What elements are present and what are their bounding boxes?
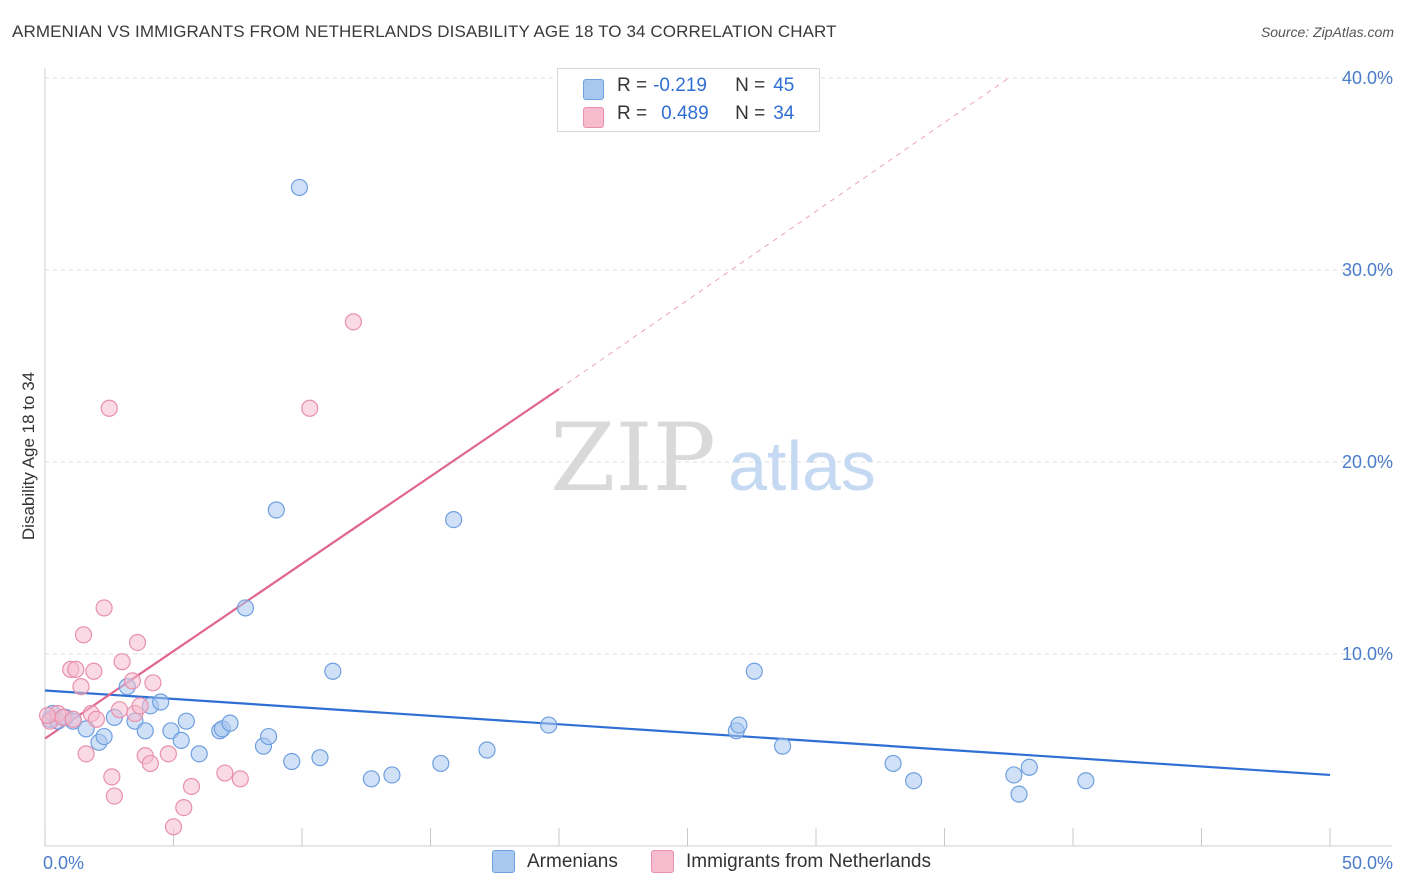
point-netherlands [74, 626, 93, 644]
point-armenians [745, 662, 763, 680]
point-armenians [259, 727, 278, 746]
y-tick-label: 20.0% [1342, 452, 1393, 472]
point-netherlands [216, 764, 234, 782]
chart-title: ARMENIAN VS IMMIGRANTS FROM NETHERLANDS … [12, 22, 837, 41]
source-credit: Source: ZipAtlas.com [1260, 24, 1394, 40]
series-legend-armenians: Armenians [492, 850, 618, 873]
series-legend-netherlands: Immigrants from Netherlands [651, 850, 931, 873]
point-armenians [172, 731, 190, 750]
axes [44, 68, 1392, 847]
point-netherlands [128, 633, 147, 652]
x-tick-label: 0.0% [43, 853, 84, 873]
gridlines [45, 77, 1392, 655]
point-armenians [773, 737, 792, 755]
point-armenians [432, 754, 450, 773]
point-armenians [190, 745, 208, 763]
point-armenians [884, 754, 902, 773]
y-tick-label: 10.0% [1342, 644, 1393, 664]
stats-legend: R = -0.219 N = 45 R = 0.489 N = 34 [557, 68, 820, 132]
legend-n-value: 45 [773, 75, 795, 96]
point-netherlands [182, 777, 201, 796]
point-netherlands [105, 787, 123, 805]
legend-swatch-blue [583, 78, 604, 100]
point-netherlands [131, 697, 149, 715]
x-tick-label: 50.0% [1342, 853, 1393, 873]
legend-n-value: 34 [773, 103, 795, 124]
trend-line-armenians [44, 689, 1331, 777]
point-armenians [152, 693, 170, 711]
point-armenians [236, 599, 255, 617]
legend-r-value: -0.219 [653, 75, 707, 96]
point-armenians [324, 662, 342, 680]
point-netherlands [110, 701, 129, 719]
legend-n-label: N = [735, 75, 766, 96]
tick-labels: 10.0% 20.0% 30.0% 40.0% 0.0% 50.0% [43, 68, 1393, 873]
point-netherlands [144, 674, 162, 692]
point-armenians [283, 752, 301, 771]
point-netherlands [141, 754, 159, 773]
point-armenians [290, 178, 309, 197]
point-armenians [445, 510, 463, 529]
point-netherlands [72, 678, 90, 696]
point-netherlands [113, 653, 131, 671]
legend-r-value: 0.489 [661, 103, 709, 124]
point-netherlands [67, 660, 85, 678]
point-netherlands [85, 662, 103, 680]
point-armenians [1020, 758, 1038, 776]
series-legend: Armenians Immigrants from Netherlands [0, 850, 1406, 880]
watermark-zip: ZIP [550, 404, 716, 513]
point-netherlands [159, 745, 177, 763]
legend-r-label: R = [617, 75, 648, 96]
point-armenians [221, 714, 239, 732]
legend-row-armenians: R = -0.219 N = 45 [583, 73, 795, 100]
point-netherlands [164, 818, 183, 836]
point-netherlands [301, 399, 319, 417]
point-netherlands [87, 710, 106, 728]
legend-row-netherlands: R = 0.489 N = 34 [583, 101, 795, 128]
series-swatch-pink [651, 850, 674, 873]
point-armenians [905, 772, 923, 790]
point-netherlands [100, 399, 118, 417]
series-label-netherlands: Immigrants from Netherlands [686, 850, 931, 872]
point-armenians [136, 722, 154, 740]
point-netherlands [64, 710, 82, 728]
point-netherlands [38, 706, 57, 725]
trend-line-netherlands-extension [558, 77, 1010, 390]
point-armenians [383, 766, 401, 784]
point-netherlands [95, 599, 113, 617]
point-armenians [95, 727, 113, 746]
data-points [38, 178, 1095, 836]
point-armenians [177, 712, 195, 730]
series-swatch-blue [492, 850, 515, 873]
legend-r-label: R = [617, 103, 648, 124]
point-armenians [1005, 766, 1023, 784]
point-armenians [267, 501, 285, 519]
point-netherlands [123, 672, 141, 690]
point-netherlands [344, 313, 362, 331]
y-tick-label: 40.0% [1342, 68, 1393, 88]
watermark-atlas: atlas [728, 427, 876, 505]
point-armenians [362, 770, 380, 788]
point-netherlands [231, 770, 249, 788]
series-label-armenians: Armenians [527, 850, 618, 872]
y-tick-label: 30.0% [1342, 260, 1393, 280]
point-armenians [730, 716, 748, 734]
point-armenians [1010, 785, 1028, 803]
point-armenians [1077, 772, 1095, 790]
point-armenians [478, 741, 496, 759]
point-armenians [311, 749, 329, 767]
legend-n-label: N = [735, 103, 766, 124]
y-axis-label: Disability Age 18 to 34 [19, 372, 38, 540]
legend-swatch-pink [583, 106, 604, 128]
point-netherlands [77, 745, 95, 763]
point-armenians [540, 716, 558, 734]
point-netherlands [103, 768, 121, 786]
point-netherlands [175, 798, 193, 817]
